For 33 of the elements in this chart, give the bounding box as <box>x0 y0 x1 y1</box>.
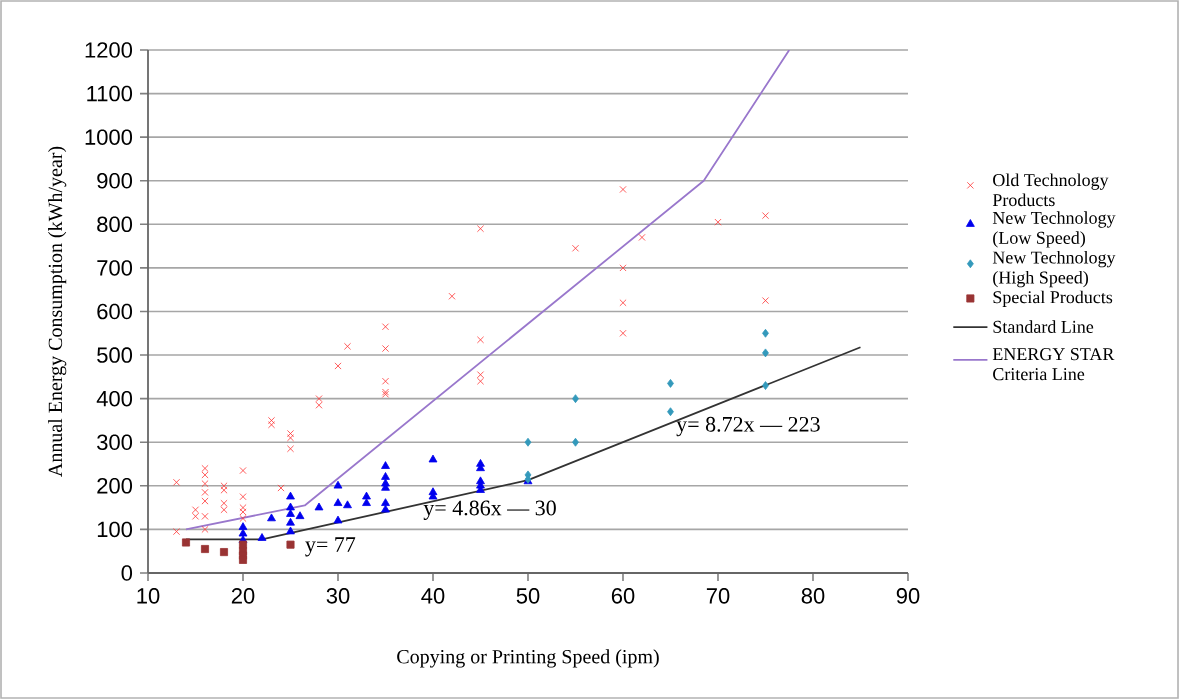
y-tick-label: 700 <box>97 260 133 276</box>
annotation: y= 77 <box>305 537 356 557</box>
x-tick-label: 60 <box>611 588 635 604</box>
x-tick-label: 80 <box>801 588 825 604</box>
x-tick-label: 10 <box>137 588 160 604</box>
x-tick-label: 30 <box>326 588 350 604</box>
x-tick-label: 50 <box>516 588 540 604</box>
annotation: y= 8.72x — 223 <box>676 416 820 437</box>
y-tick-label: 500 <box>97 347 133 363</box>
x-tick-label: 90 <box>896 588 920 604</box>
x-tick-label: 20 <box>231 588 255 604</box>
legend-label: Old Technology Products <box>992 173 1109 207</box>
y-tick-label: 1200 <box>85 42 133 58</box>
y-tick-label: 0 <box>121 565 133 581</box>
y-tick-label: 800 <box>97 216 133 233</box>
legend-label: Special Products <box>993 290 1113 307</box>
y-tick-label: 1000 <box>85 129 133 145</box>
y-tick-label: 200 <box>97 478 133 494</box>
legend-label: ENERGY STAR Criteria Line <box>992 348 1115 381</box>
legend-label: New Technology (High Speed) <box>992 250 1116 288</box>
x-tick-label: 40 <box>421 588 445 604</box>
y-tick-label: 400 <box>96 390 133 407</box>
y-axis-title: Annual Energy Consumption (kWh/year) <box>48 146 67 477</box>
annotation: y= 4.86x — 30 <box>423 500 556 520</box>
legend-label: New Technology (Low Speed) <box>992 211 1116 248</box>
x-axis-title: Copying or Printing Speed (ipm) <box>397 649 659 668</box>
y-tick-label: 1100 <box>87 85 133 102</box>
y-tick-label: 300 <box>97 434 133 451</box>
legend-label: Standard Line <box>993 320 1094 333</box>
x-tick-label: 70 <box>706 588 730 604</box>
y-tick-label: 900 <box>97 172 133 189</box>
y-tick-label: 100 <box>97 521 133 538</box>
y-tick-label: 600 <box>97 303 133 320</box>
